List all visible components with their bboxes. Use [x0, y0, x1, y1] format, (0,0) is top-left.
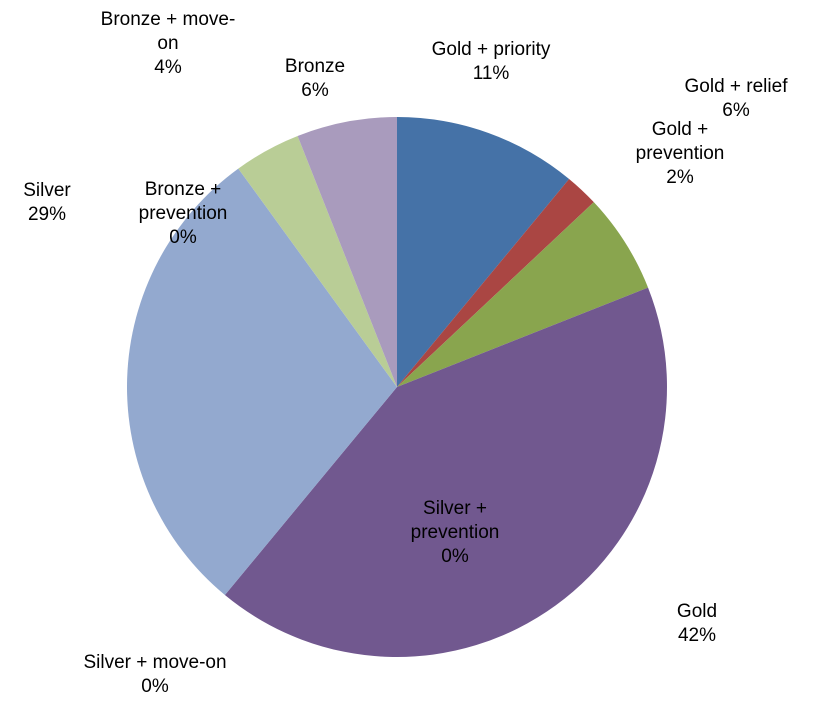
data-label-name: Bronze — [285, 56, 345, 77]
data-label-name: Gold — [677, 601, 717, 622]
pie-slice-gold-prevention — [397, 178, 594, 387]
data-label-value: 2% — [666, 167, 694, 188]
data-label-bronze-move-on: Bronze + move-on 4% — [101, 9, 236, 78]
data-label-gold-relief: Gold + relief 6% — [685, 76, 789, 121]
data-label-value: 42% — [678, 625, 716, 646]
data-label-value: 0% — [169, 227, 197, 248]
data-label-value: 6% — [301, 80, 329, 101]
data-label-name: Gold + relief — [685, 76, 789, 97]
data-label-silver: Silver 29% — [23, 180, 71, 225]
data-label-gold: Gold 42% — [677, 601, 717, 646]
data-label-name: Gold + — [652, 119, 709, 140]
pie-slices — [127, 117, 667, 657]
data-label-value: 4% — [154, 57, 182, 78]
pie-slice-bronze — [297, 117, 397, 387]
data-label-bronze: Bronze 6% — [285, 56, 345, 101]
data-label-gold-priority: Gold + priority 11% — [432, 39, 551, 84]
pie-slice-silver — [127, 168, 397, 596]
pie-labels: Gold + priority 11%Gold + prevention 2%Gold… — [23, 9, 788, 697]
data-label-bronze-prevention: Bronze + prevention 0% — [139, 179, 228, 248]
pie-slice-gold — [224, 287, 667, 657]
pie-slice-bronze-move-on — [238, 135, 397, 387]
data-label-value: 29% — [28, 204, 66, 225]
data-label-name: prevention — [139, 203, 228, 224]
data-label-gold-prevention: Gold + prevention 2% — [636, 119, 725, 188]
data-label-silver-prevention: Silver + prevention 0% — [411, 498, 500, 567]
pie-slice-gold-relief — [397, 202, 649, 387]
data-label-name: on — [157, 33, 178, 54]
data-label-value: 6% — [722, 100, 750, 121]
data-label-name: Silver + move-on — [83, 652, 226, 673]
data-label-name: prevention — [636, 143, 725, 164]
data-label-name: Bronze + — [145, 179, 222, 200]
data-label-value: 0% — [141, 676, 169, 697]
data-label-value: 11% — [473, 63, 510, 84]
data-label-value: 0% — [441, 546, 469, 567]
data-label-name: Gold + priority — [432, 39, 551, 60]
data-label-name: Silver — [23, 180, 71, 201]
data-label-silver-move-on: Silver + move-on 0% — [83, 652, 226, 697]
data-label-name: prevention — [411, 522, 500, 543]
pie-slice-gold-priority — [397, 117, 570, 387]
data-label-name: Silver + — [423, 498, 487, 519]
data-label-name: Bronze + move- — [101, 9, 236, 30]
